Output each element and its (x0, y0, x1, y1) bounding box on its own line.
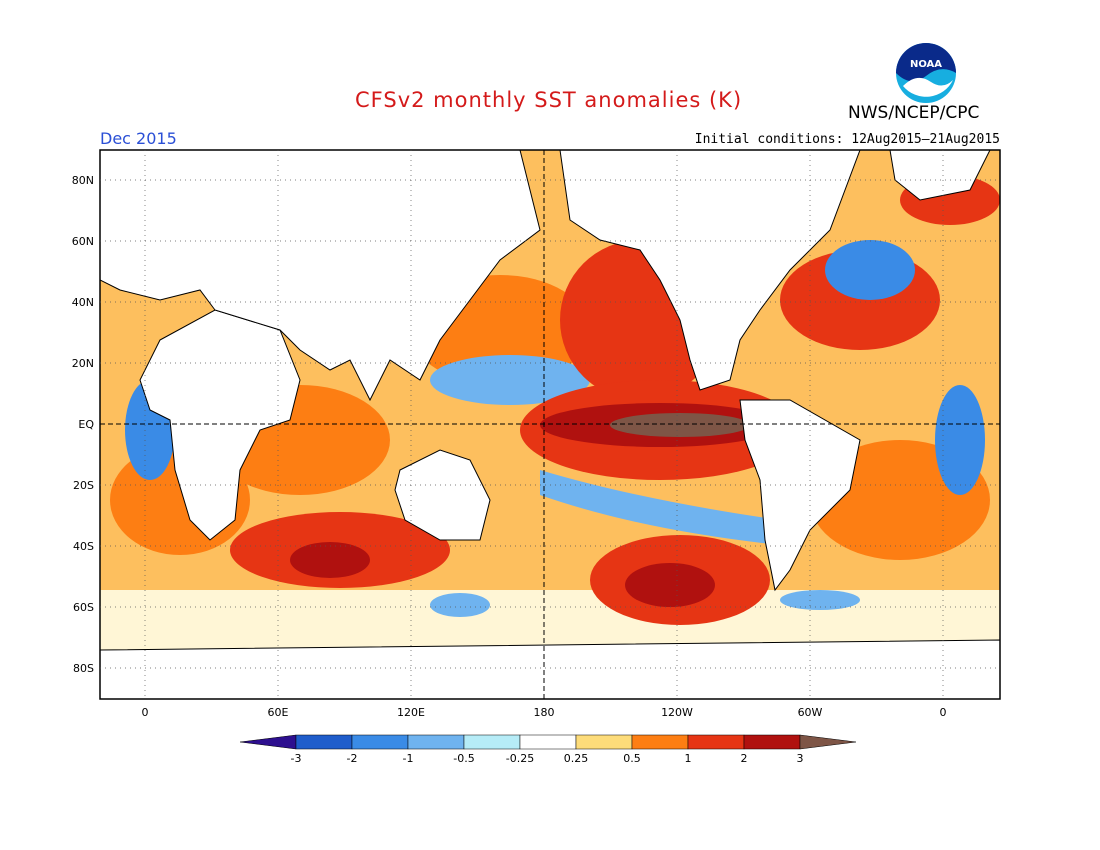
colorbar-label: 3 (797, 752, 804, 765)
colorbar-label: -0.5 (453, 752, 474, 765)
lon-tick: 60E (268, 706, 289, 719)
land-masses (100, 150, 1000, 699)
latitude-axis: 80N 60N 40N 20N EQ 20S 40S 60S 80S (72, 174, 95, 675)
lat-tick: EQ (78, 418, 94, 431)
noaa-logo-text: NOAA (910, 59, 942, 70)
africa-landmass (139, 309, 301, 541)
colorbar-segment (575, 734, 633, 750)
colorbar-segment (687, 734, 745, 750)
lon-tick: 120W (661, 706, 693, 719)
colorbar-segment (407, 734, 465, 750)
colorbar-segment (631, 734, 689, 750)
longitude-axis: 0 60E 120E 180 120W 60W 0 (142, 706, 947, 719)
lat-tick: 20N (72, 357, 94, 370)
lat-tick: 80N (72, 174, 94, 187)
forecast-month: Dec 2015 (100, 129, 177, 148)
south-pacific-cool (540, 470, 780, 545)
el-nino-extreme (610, 413, 750, 437)
north-atlantic-cold (825, 240, 915, 300)
colorbar-segment (799, 734, 857, 750)
colorbar-segment (463, 734, 521, 750)
colorbar-label: -1 (403, 752, 414, 765)
noaa-logo: NOAA (895, 42, 957, 104)
australia-landmass (394, 449, 491, 541)
colorbar-label: -3 (291, 752, 302, 765)
lat-tick: 60S (73, 601, 94, 614)
colorbar-segment (295, 734, 353, 750)
colorbar-label: -0.25 (506, 752, 534, 765)
chart-title: CFSv2 monthly SST anomalies (K) (355, 88, 743, 112)
colorbar-label: -2 (347, 752, 358, 765)
antarctica-landmass (100, 639, 1000, 699)
lon-tick: 0 (940, 706, 947, 719)
colorbar-label: 0.5 (623, 752, 641, 765)
colorbar-label: 0.25 (564, 752, 589, 765)
north-america-landmass (559, 150, 861, 391)
gridlines (100, 150, 1000, 699)
colorbar-label: 1 (685, 752, 692, 765)
colorbar-segment (519, 734, 577, 750)
initial-conditions: Initial conditions: 12Aug2015–21Aug2015 (694, 132, 1000, 147)
north-pacific-cool (430, 355, 590, 405)
lon-tick: 120E (397, 706, 425, 719)
colorbar-segment (351, 734, 409, 750)
lat-tick: 20S (73, 479, 94, 492)
lon-tick: 0 (142, 706, 149, 719)
lat-tick: 60N (72, 235, 94, 248)
greenland-landmass (889, 150, 991, 201)
colorbar-segment (239, 734, 297, 750)
lat-tick: 40S (73, 540, 94, 553)
lon-tick: 180 (534, 706, 555, 719)
colorbar: -3 -2 -1 -0.5 -0.25 0.25 0.5 1 2 3 (239, 734, 857, 765)
lat-tick: 40N (72, 296, 94, 309)
south-america-landmass (739, 399, 861, 592)
colorbar-segment (743, 734, 801, 750)
colorbar-label: 2 (741, 752, 748, 765)
organization-label: NWS/NCEP/CPC (848, 103, 980, 123)
lat-tick: 80S (73, 662, 94, 675)
eurasia-landmass (100, 150, 541, 402)
lon-tick: 60W (798, 706, 823, 719)
